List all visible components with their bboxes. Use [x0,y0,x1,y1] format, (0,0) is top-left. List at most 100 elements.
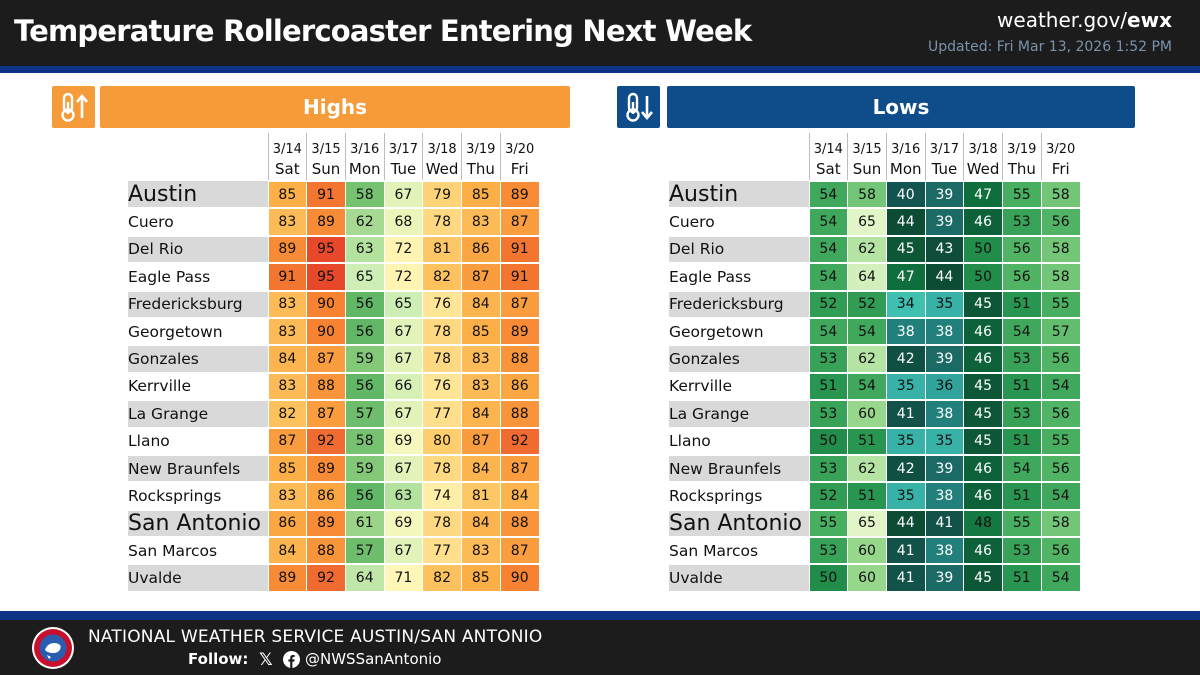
low-temp-cell: 54 [1040,482,1080,511]
low-temp-cell: 51 [1001,372,1042,402]
low-temp-cell: 38 [885,317,926,347]
table-row: La Grange 53 60 41 38 45 53 56 [669,400,1080,429]
facebook-icon[interactable] [283,651,300,672]
low-temp-cell: 42 [885,345,926,374]
high-temp-cell: 92 [306,564,346,593]
city-name: Eagle Pass [128,263,268,292]
city-name: Cuero [669,208,809,237]
high-temp-cell: 67 [383,400,423,429]
low-temp-cell: 44 [924,263,964,292]
low-temp-cell: 65 [847,509,887,539]
low-temp-cell: 52 [847,290,887,319]
table-row: Del Rio 89 95 63 72 81 86 91 [128,235,539,265]
low-temp-cell: 46 [963,208,1003,237]
low-temp-cell: 53 [1001,345,1042,374]
website-link[interactable]: weather.gov/ewx [997,8,1172,32]
low-temp-cell: 34 [885,290,926,319]
highs-header: Highs [100,86,570,128]
city-name: Austin [128,181,268,210]
low-temp-cell: 46 [963,454,1003,484]
column-date: 3/19 [1001,133,1042,157]
high-temp-cell: 57 [344,400,385,429]
high-temp-cell: 87 [499,454,539,484]
low-temp-cell: 39 [924,208,964,237]
low-temp-cell: 65 [847,208,887,237]
column-day: Fri [499,157,539,182]
low-temp-cell: 54 [808,181,848,210]
low-temp-cell: 46 [963,345,1003,374]
low-temp-cell: 47 [885,263,926,292]
high-temp-cell: 71 [383,564,423,593]
low-temp-cell: 38 [924,400,964,429]
high-temp-cell: 89 [306,454,346,484]
table-row: Cuero 54 65 44 39 46 53 56 [669,208,1080,237]
low-temp-cell: 56 [1040,400,1080,429]
city-name: Llano [669,427,809,456]
city-name: Georgetown [669,317,809,347]
low-temp-cell: 43 [924,235,964,265]
high-temp-cell: 62 [344,208,385,237]
low-temp-cell: 53 [1001,400,1042,429]
column-day: Wed [422,157,462,182]
table-row: Eagle Pass 91 95 65 72 82 87 91 [128,263,539,292]
high-temp-cell: 83 [460,372,501,402]
low-temp-cell: 53 [1001,537,1042,566]
low-temp-cell: 51 [1001,564,1042,593]
table-row: San Antonio 86 89 61 69 78 84 88 [128,509,539,539]
high-temp-cell: 63 [383,482,423,511]
city-name: San Antonio [128,509,268,539]
low-temp-cell: 54 [808,317,848,347]
footer-org-name: NATIONAL WEATHER SERVICE AUSTIN/SAN ANTO… [88,627,543,647]
high-temp-cell: 83 [460,208,501,237]
high-temp-cell: 88 [499,345,539,374]
high-temp-cell: 56 [344,482,385,511]
high-temp-cell: 76 [422,372,462,402]
low-temp-cell: 55 [1040,427,1080,456]
column-date: 3/14 [808,133,848,157]
low-temp-cell: 56 [1001,235,1042,265]
column-day: Thu [460,157,501,182]
low-temp-cell: 45 [963,400,1003,429]
table-row: San Marcos 84 88 57 67 77 83 87 [128,537,539,566]
lows-table: 3/14 3/15 3/16 3/17 3/18 3/19 3/20 Sat Sun Mon Tue… [669,133,1080,593]
high-temp-cell: 88 [499,509,539,539]
high-temp-cell: 89 [267,235,307,265]
high-temp-cell: 90 [306,317,346,347]
x-icon[interactable]: 𝕏 [259,650,273,670]
high-temp-cell: 83 [267,482,307,511]
high-temp-cell: 95 [306,263,346,292]
high-temp-cell: 83 [460,345,501,374]
low-temp-cell: 55 [1001,181,1042,210]
high-temp-cell: 87 [267,427,307,456]
city-name: Gonzales [128,345,268,374]
city-name: Uvalde [669,564,809,593]
high-temp-cell: 84 [267,537,307,566]
updated-timestamp: Updated: Fri Mar 13, 2026 1:52 PM [928,39,1172,55]
column-date: 3/16 [344,133,385,157]
low-temp-cell: 50 [808,564,848,593]
high-temp-cell: 82 [422,263,462,292]
high-temp-cell: 87 [306,345,346,374]
high-temp-cell: 91 [499,263,539,292]
city-name: Kerrville [128,372,268,402]
column-day: Sat [808,157,848,182]
low-temp-cell: 53 [808,537,848,566]
highs-table: 3/14 3/15 3/16 3/17 3/18 3/19 3/20 Sat Sun Mon Tue… [128,133,539,593]
high-temp-cell: 67 [383,181,423,210]
table-row: Rocksprings 52 51 35 38 46 51 54 [669,482,1080,511]
low-temp-cell: 45 [963,564,1003,593]
low-temp-cell: 51 [847,427,887,456]
high-temp-cell: 88 [306,372,346,402]
low-temp-cell: 60 [847,564,887,593]
low-temp-cell: 58 [1040,181,1080,210]
high-temp-cell: 91 [499,235,539,265]
social-handle[interactable]: @NWSSanAntonio [305,650,442,668]
footer-bar: NATIONAL WEATHER SERVICE AUSTIN/SAN ANTO… [0,620,1200,675]
header-bar: Temperature Rollercoaster Entering Next … [0,0,1200,66]
table-row: Eagle Pass 54 64 47 44 50 56 58 [669,263,1080,292]
low-temp-cell: 41 [885,400,926,429]
low-temp-cell: 35 [885,482,926,511]
high-temp-cell: 59 [344,345,385,374]
corner-blank [128,133,268,157]
city-name: Gonzales [669,345,809,374]
